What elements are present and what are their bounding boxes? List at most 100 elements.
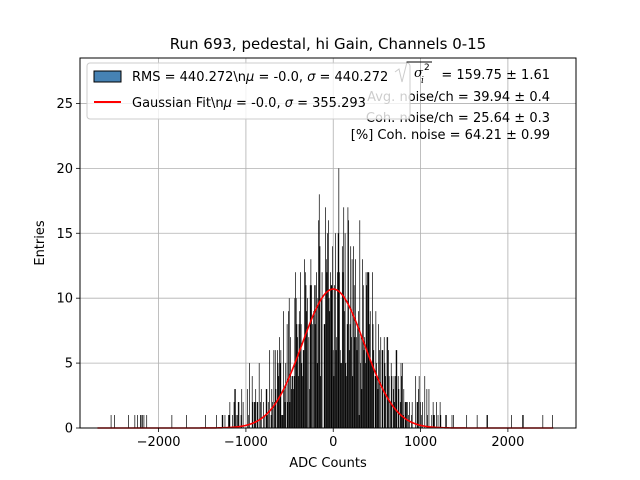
x-tick-label: 0 [329, 435, 337, 450]
histogram-bar [432, 402, 434, 428]
histogram-bar [366, 285, 368, 428]
y-tick-label: 20 [56, 162, 73, 177]
histogram-bar [309, 389, 310, 428]
histogram-bar [134, 415, 136, 428]
histogram-bar [313, 311, 315, 428]
histogram-bar [321, 272, 323, 428]
histogram-bar [357, 324, 359, 428]
histogram-bar [128, 415, 129, 428]
histogram-bar [327, 233, 328, 428]
histogram-bar [486, 415, 488, 428]
histogram-bar [352, 376, 354, 428]
histogram-bar [338, 168, 340, 428]
histogram-bar [296, 324, 298, 428]
histogram-bar [278, 376, 280, 428]
histogram-bar [335, 350, 337, 428]
histogram-bar [256, 402, 258, 428]
legend-histogram-swatch [93, 70, 122, 83]
histogram-bar [439, 402, 441, 428]
histogram-bar [356, 350, 358, 428]
histogram-bar [330, 272, 331, 428]
histogram-bar [393, 376, 395, 428]
histogram-bar [376, 376, 378, 428]
histogram-bar [337, 233, 339, 428]
histogram-bar [405, 402, 407, 428]
histogram-bar [511, 415, 512, 428]
histogram-bar [331, 285, 333, 428]
histogram-bar [424, 376, 426, 428]
histogram-bar [323, 324, 325, 428]
sqrt-sigma-formula: σ 2 i = 159.75 ± 1.61 [394, 61, 550, 86]
histogram-bar [388, 350, 389, 428]
histogram-bar [205, 415, 206, 428]
histogram-bar [306, 311, 308, 428]
histogram-bar [242, 402, 244, 428]
histogram-bar [273, 350, 275, 428]
histogram-bar [362, 285, 364, 428]
histogram-bar [240, 415, 242, 428]
histogram-bar [238, 402, 240, 428]
histogram-bar [232, 415, 233, 428]
histogram-bar [368, 272, 370, 428]
histogram-bar [361, 389, 363, 428]
histogram-bar [341, 363, 342, 428]
histogram-bar [332, 350, 334, 428]
histogram-bar [385, 376, 386, 428]
histogram-bar [279, 337, 280, 428]
histogram-bar [319, 246, 321, 428]
histogram-bar [398, 389, 400, 428]
histogram-bar [378, 350, 380, 428]
histogram-bar [333, 376, 335, 428]
histogram-bar [330, 285, 332, 428]
histogram-bar [270, 415, 272, 428]
histogram-bar [372, 272, 373, 428]
histogram-bar [307, 298, 308, 428]
histogram-bar [400, 363, 402, 428]
legend-box [86, 62, 411, 120]
histogram-bar [281, 415, 282, 428]
histogram-bar [395, 376, 396, 428]
histogram-bar [228, 415, 230, 428]
histogram-bar [369, 324, 370, 428]
histogram-bar [351, 337, 352, 428]
histogram-bar [420, 415, 422, 428]
histogram-bar [329, 311, 331, 428]
histogram-bar [346, 324, 348, 428]
histogram-bar [440, 415, 442, 428]
histogram-bar [406, 402, 407, 428]
histogram-bar [466, 415, 468, 428]
histogram-bar [298, 324, 300, 428]
histogram-bar [348, 220, 349, 428]
histogram-bar [402, 415, 404, 428]
histogram-bar [251, 376, 253, 428]
histogram-bar [325, 207, 326, 428]
histogram-bar [401, 376, 403, 428]
histogram-bar [362, 259, 363, 428]
histogram-bar [233, 402, 235, 428]
histogram-bar [374, 376, 376, 428]
y-axis-label: Entries [33, 220, 48, 266]
legend-histogram-prefix: RMS = 440.272\n [132, 70, 246, 85]
histogram-bar [326, 272, 328, 428]
histogram-bar [290, 389, 292, 428]
histogram-bar [383, 337, 385, 428]
histogram-bar [274, 402, 275, 428]
histogram-bar [304, 259, 305, 428]
histogram-bar [237, 415, 238, 428]
histogram-bar [314, 285, 315, 428]
histogram-bar [216, 415, 217, 428]
plot-frame [79, 57, 577, 429]
histogram-bar [224, 415, 226, 428]
histogram-bar [328, 220, 329, 428]
histogram-bar [403, 389, 405, 428]
histogram-bar [110, 415, 112, 428]
histogram-bar [286, 324, 288, 428]
histogram-bar [351, 259, 353, 428]
histogram-bar [337, 272, 338, 428]
histogram-bar [339, 272, 340, 428]
histogram-bar [346, 376, 347, 428]
histogram-bar [280, 350, 282, 428]
stats-annotations: σ 2 i = 159.75 ± 1.61 Avg. noise/ch = 39… [351, 61, 550, 143]
legend-fit-mid: = -0.0, [232, 96, 285, 111]
histogram-bar [254, 402, 256, 428]
